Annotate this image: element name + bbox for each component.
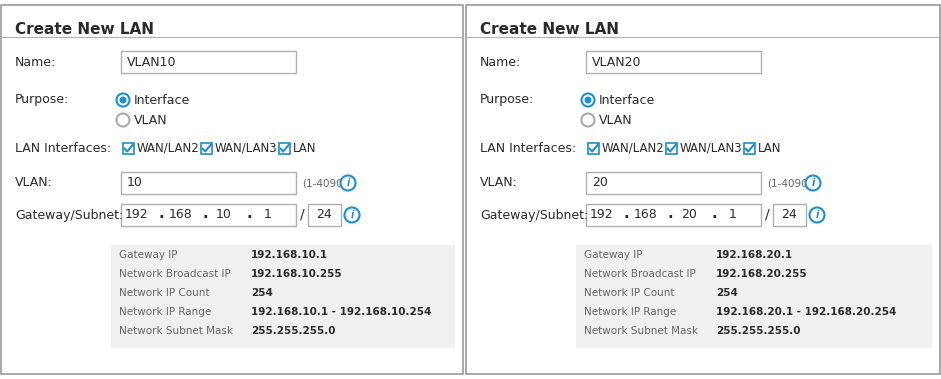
- Text: Network IP Range: Network IP Range: [119, 307, 211, 317]
- Text: 254: 254: [251, 288, 273, 298]
- Text: (1-4090): (1-4090): [302, 178, 346, 188]
- Text: 192: 192: [589, 208, 614, 221]
- FancyBboxPatch shape: [576, 245, 932, 348]
- Text: .: .: [624, 207, 630, 221]
- FancyBboxPatch shape: [773, 204, 806, 226]
- Text: Create New LAN: Create New LAN: [480, 22, 619, 37]
- Text: 10: 10: [215, 208, 231, 221]
- Text: WAN/LAN3: WAN/LAN3: [680, 141, 742, 155]
- Text: .: .: [668, 207, 674, 221]
- Text: VLAN:: VLAN:: [15, 177, 53, 190]
- Text: 254: 254: [716, 288, 738, 298]
- Text: i: i: [346, 179, 350, 188]
- FancyBboxPatch shape: [121, 204, 296, 226]
- Text: 192.168.10.1 - 192.168.10.254: 192.168.10.1 - 192.168.10.254: [251, 307, 431, 317]
- Text: 10: 10: [127, 177, 143, 190]
- FancyBboxPatch shape: [586, 51, 761, 73]
- Text: /: /: [300, 208, 305, 222]
- Circle shape: [805, 175, 821, 191]
- Text: 192: 192: [124, 208, 148, 221]
- Text: Interface: Interface: [134, 94, 190, 106]
- Text: Network Broadcast IP: Network Broadcast IP: [119, 269, 231, 279]
- Text: Network Subnet Mask: Network Subnet Mask: [119, 326, 233, 336]
- Text: 192.168.20.1: 192.168.20.1: [716, 250, 793, 260]
- Text: 168: 168: [633, 208, 657, 221]
- Text: .: .: [711, 207, 717, 221]
- Text: (1-4090): (1-4090): [767, 178, 812, 188]
- FancyBboxPatch shape: [121, 51, 296, 73]
- Text: Network IP Range: Network IP Range: [584, 307, 677, 317]
- Text: .: .: [247, 207, 252, 221]
- FancyBboxPatch shape: [466, 5, 940, 374]
- Text: Name:: Name:: [15, 55, 56, 69]
- Text: 168: 168: [168, 208, 192, 221]
- Text: .: .: [159, 207, 165, 221]
- Text: 24: 24: [316, 208, 332, 221]
- FancyBboxPatch shape: [666, 143, 677, 153]
- FancyBboxPatch shape: [308, 204, 341, 226]
- Text: 255.255.255.0: 255.255.255.0: [251, 326, 336, 336]
- Text: LAN: LAN: [758, 141, 781, 155]
- Text: 192.168.20.1 - 192.168.20.254: 192.168.20.1 - 192.168.20.254: [716, 307, 897, 317]
- Circle shape: [120, 97, 126, 103]
- FancyBboxPatch shape: [279, 143, 290, 153]
- Text: Create New LAN: Create New LAN: [15, 22, 154, 37]
- Text: WAN/LAN2: WAN/LAN2: [137, 141, 199, 155]
- Circle shape: [344, 207, 359, 222]
- Text: WAN/LAN3: WAN/LAN3: [215, 141, 278, 155]
- Text: VLAN: VLAN: [134, 113, 167, 127]
- Text: 192.168.10.1: 192.168.10.1: [251, 250, 328, 260]
- Text: WAN/LAN2: WAN/LAN2: [602, 141, 664, 155]
- Text: .: .: [202, 207, 208, 221]
- FancyBboxPatch shape: [123, 143, 134, 153]
- Text: 1: 1: [263, 208, 272, 221]
- Text: Network IP Count: Network IP Count: [119, 288, 210, 298]
- Text: Purpose:: Purpose:: [15, 94, 70, 106]
- Text: Purpose:: Purpose:: [480, 94, 534, 106]
- Text: LAN Interfaces:: LAN Interfaces:: [480, 141, 576, 155]
- FancyBboxPatch shape: [1, 5, 463, 374]
- Text: Network IP Count: Network IP Count: [584, 288, 675, 298]
- Text: Gateway IP: Gateway IP: [119, 250, 178, 260]
- Text: VLAN: VLAN: [599, 113, 632, 127]
- Text: 192.168.10.255: 192.168.10.255: [251, 269, 343, 279]
- Text: LAN Interfaces:: LAN Interfaces:: [15, 141, 111, 155]
- Text: LAN: LAN: [293, 141, 316, 155]
- Text: Network Subnet Mask: Network Subnet Mask: [584, 326, 698, 336]
- Text: Gateway IP: Gateway IP: [584, 250, 643, 260]
- Text: /: /: [765, 208, 770, 222]
- Circle shape: [117, 94, 130, 106]
- Text: Gateway/Subnet:: Gateway/Subnet:: [480, 208, 588, 221]
- Text: 1: 1: [728, 208, 737, 221]
- Circle shape: [584, 97, 592, 103]
- Text: 255.255.255.0: 255.255.255.0: [716, 326, 801, 336]
- Circle shape: [582, 94, 595, 106]
- Text: 192.168.20.255: 192.168.20.255: [716, 269, 807, 279]
- Text: Name:: Name:: [480, 55, 521, 69]
- Text: i: i: [811, 179, 815, 188]
- Text: Gateway/Subnet:: Gateway/Subnet:: [15, 208, 123, 221]
- Text: VLAN10: VLAN10: [127, 55, 177, 69]
- FancyBboxPatch shape: [588, 143, 599, 153]
- Circle shape: [341, 175, 356, 191]
- FancyBboxPatch shape: [111, 245, 455, 348]
- FancyBboxPatch shape: [121, 172, 296, 194]
- Text: 24: 24: [782, 208, 797, 221]
- Text: Network Broadcast IP: Network Broadcast IP: [584, 269, 695, 279]
- FancyBboxPatch shape: [586, 172, 761, 194]
- Circle shape: [582, 113, 595, 127]
- Text: i: i: [350, 210, 354, 221]
- FancyBboxPatch shape: [586, 204, 761, 226]
- Circle shape: [117, 113, 130, 127]
- Text: 20: 20: [681, 208, 696, 221]
- Text: VLAN:: VLAN:: [480, 177, 518, 190]
- FancyBboxPatch shape: [201, 143, 212, 153]
- Text: i: i: [815, 210, 819, 221]
- Text: 20: 20: [592, 177, 608, 190]
- Circle shape: [809, 207, 824, 222]
- Text: VLAN20: VLAN20: [592, 55, 642, 69]
- Text: Interface: Interface: [599, 94, 655, 106]
- FancyBboxPatch shape: [744, 143, 755, 153]
